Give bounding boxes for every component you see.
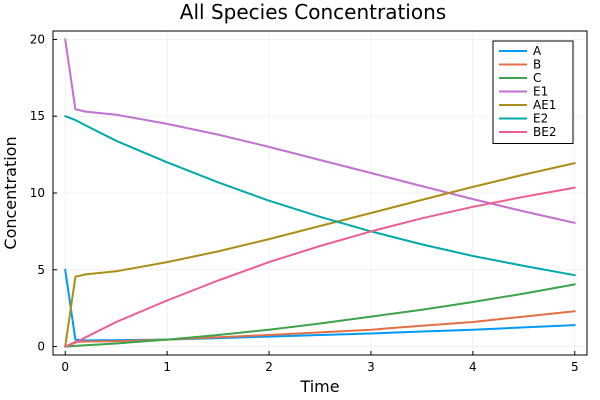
chart-title: All Species Concentrations [180, 0, 446, 24]
y-axis: 0 5 10 15 20 [30, 32, 57, 354]
legend-label-b: B [533, 58, 541, 72]
y-tick-label: 0 [37, 340, 45, 354]
legend-label-e1: E1 [533, 85, 548, 99]
x-tick-label: 5 [571, 360, 579, 374]
series-line-ae1 [64, 162, 576, 348]
x-tick-label: 1 [163, 360, 171, 374]
legend-label-e2: E2 [533, 112, 548, 126]
series-line-e2 [64, 115, 576, 277]
y-tick-label: 5 [37, 263, 45, 277]
y-tick-label: 10 [30, 186, 45, 200]
x-tick-label: 2 [265, 360, 273, 374]
legend-label-be2: BE2 [533, 125, 556, 139]
x-tick-label: 4 [469, 360, 477, 374]
legend-label-c: C [533, 71, 541, 85]
series-lines [64, 38, 576, 348]
series-line-a [64, 268, 576, 342]
x-axis-label: Time [299, 377, 339, 396]
y-axis-label: Concentration [1, 136, 20, 249]
series-line-be2 [64, 186, 576, 348]
series-line-c [64, 283, 576, 348]
legend-label-ae1: AE1 [533, 98, 556, 112]
series-line-e1 [64, 38, 576, 224]
x-tick-label: 3 [367, 360, 375, 374]
series-line-b [64, 310, 576, 348]
y-tick-label: 20 [30, 32, 45, 46]
y-tick-label: 15 [30, 109, 45, 123]
x-tick-label: 0 [61, 360, 69, 374]
x-axis: 0 1 2 3 4 5 [61, 351, 579, 374]
legend-label-a: A [533, 44, 542, 58]
